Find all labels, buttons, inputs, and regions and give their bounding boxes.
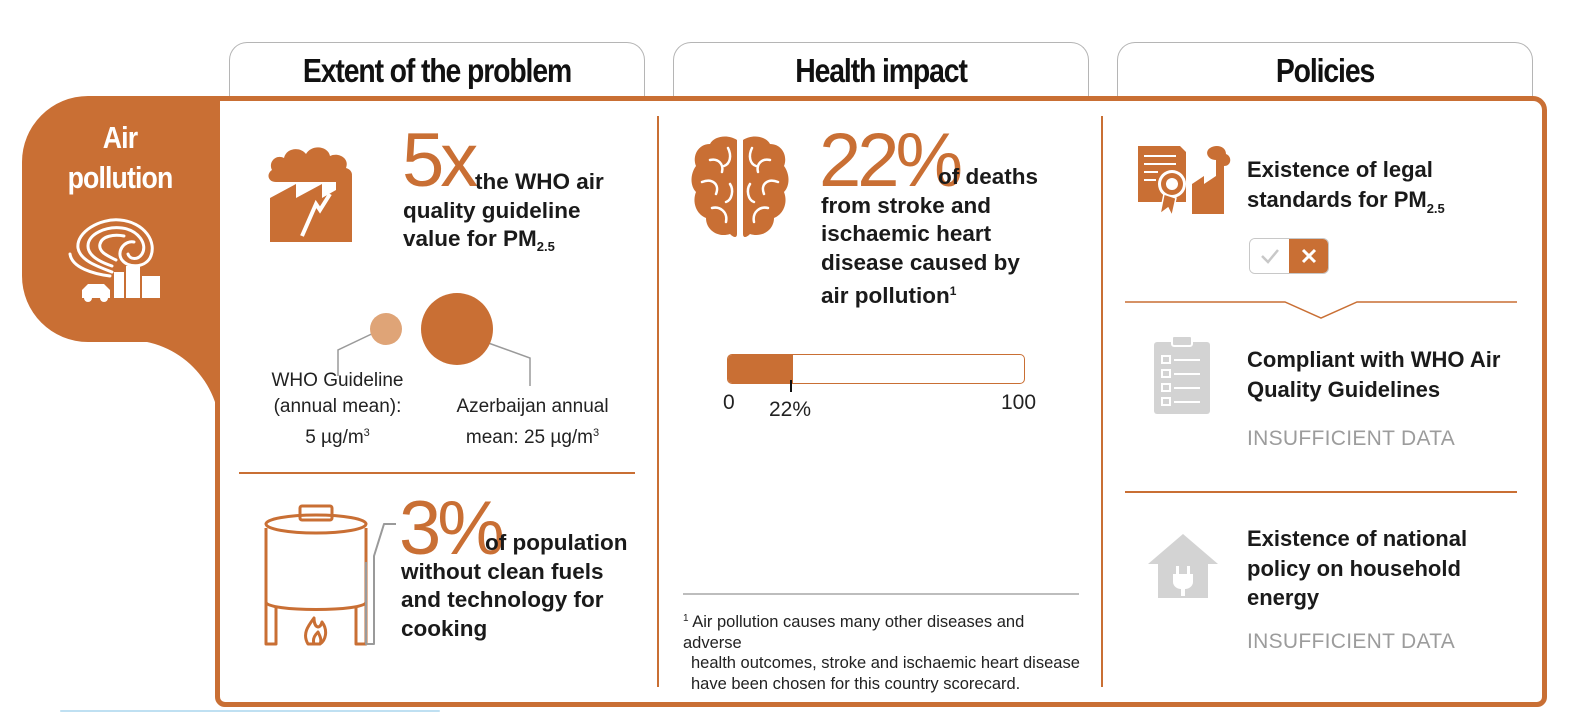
tab-extent: Extent of the problem xyxy=(229,42,645,96)
air-pollution-icon xyxy=(68,218,160,302)
footnote-line3: have been chosen for this country scorec… xyxy=(691,674,1021,693)
footnote-line1: Air pollution causes many other diseases… xyxy=(683,613,1025,652)
cross-icon xyxy=(1301,248,1316,264)
progress-tick xyxy=(790,380,792,392)
tab-health-label: Health impact xyxy=(795,52,968,89)
fuels-line2: without clean fuels xyxy=(401,558,604,584)
country-label-line2-text: mean: 25 µg/m xyxy=(465,427,593,448)
footnote-separator xyxy=(683,593,1079,595)
multiplier-line3-text: value for PM xyxy=(403,226,537,251)
legal-line1: Existence of legal xyxy=(1247,157,1433,182)
factory-icon xyxy=(268,147,352,242)
house-plug-icon xyxy=(1148,534,1218,598)
clipboard-icon xyxy=(1154,335,1210,414)
certificate-factory-icon xyxy=(1138,146,1231,216)
who-label-line3: 5 µg/m3 xyxy=(250,420,425,451)
multiplier-line1: the WHO air xyxy=(475,169,604,194)
policies-separator-2 xyxy=(1125,491,1517,493)
household-line2: policy on household xyxy=(1247,555,1461,581)
bar-value-label: 22% xyxy=(769,398,812,421)
fuels-line4: cooking xyxy=(401,615,488,641)
household-status: INSUFFICIENT DATA xyxy=(1247,630,1456,653)
deaths-progress-bar xyxy=(727,354,1025,384)
legal-subscript: 2.5 xyxy=(1426,200,1445,216)
who-label-line2: (annual mean): xyxy=(273,396,402,417)
tab-health: Health impact xyxy=(673,42,1089,96)
health-big: 22% xyxy=(819,118,963,203)
pm-subscript: 2.5 xyxy=(536,239,555,254)
health-line1: of deaths xyxy=(938,164,1039,189)
country-label-line1: Azerbaijan annual xyxy=(456,396,609,417)
footnote-mark: 1 xyxy=(683,613,689,624)
legal-line2-text: standards for PM xyxy=(1247,186,1427,212)
bar-max-label: 100 xyxy=(1001,391,1037,414)
household-line3: energy xyxy=(1247,585,1320,610)
footnote: 1 Air pollution causes many other diseas… xyxy=(683,609,1083,694)
health-description: of deaths from stroke and ischaemic hear… xyxy=(821,163,1061,311)
multiplier-big: 5x xyxy=(402,118,478,203)
country-mean-label: Azerbaijan annual mean: 25 µg/m3 xyxy=(440,394,625,451)
legal-line2: standards for PM2.5 xyxy=(1247,185,1517,224)
who-label-sup: 3 xyxy=(363,427,370,439)
check-icon xyxy=(1260,249,1279,264)
household-line1: Existence of national xyxy=(1247,526,1468,551)
divider-left xyxy=(657,116,659,687)
footnote-line2: health outcomes, stroke and ischaemic he… xyxy=(691,654,1080,672)
fuels-big: 3% xyxy=(399,486,505,571)
who-label-line3-text: 5 µg/m xyxy=(305,427,364,448)
household-label: Existence of national policy on househol… xyxy=(1247,524,1527,613)
brain-icon xyxy=(691,136,789,237)
legal-standards-label: Existence of legal standards for PM2.5 xyxy=(1247,155,1517,223)
country-label-sup: 3 xyxy=(593,427,600,439)
fuels-description: of population without clean fuels and te… xyxy=(401,529,641,643)
who-circle xyxy=(370,313,402,345)
compliant-line2: Quality Guidelines xyxy=(1247,376,1441,402)
multiplier-description: the WHO air quality guideline value for … xyxy=(403,168,643,262)
multiplier-line3: value for PM2.5 xyxy=(403,225,643,262)
legal-standards-toggle xyxy=(1249,238,1329,274)
policies-separator-1 xyxy=(1125,301,1517,319)
sidebar-fillet xyxy=(128,340,220,432)
main-frame xyxy=(215,96,1547,707)
extent-separator xyxy=(239,472,635,474)
health-line5: air pollution1 xyxy=(821,277,1061,311)
country-leader-line xyxy=(479,339,531,386)
compliant-label: Compliant with WHO Air Quality Guideline… xyxy=(1247,345,1527,404)
bar-min-label: 0 xyxy=(723,391,735,414)
compliant-line1: Compliant with WHO Air xyxy=(1247,347,1501,372)
country-circle xyxy=(421,293,493,365)
who-label-line1: WHO Guideline xyxy=(271,370,404,391)
health-line3: ischaemic heart xyxy=(821,221,992,246)
tab-policies-label: Policies xyxy=(1275,52,1375,89)
who-guideline-label: WHO Guideline (annual mean): 5 µg/m3 xyxy=(250,368,425,451)
health-line2: from stroke and xyxy=(821,192,992,218)
sidebar-title: Air pollution xyxy=(36,118,205,198)
pm-comparison-graphic xyxy=(337,293,531,386)
cooking-pot-icon xyxy=(264,504,396,646)
sidebar-title-line1: Air xyxy=(102,120,138,155)
divider-right xyxy=(1101,116,1103,687)
tab-extent-label: Extent of the problem xyxy=(302,52,572,89)
who-leader-line xyxy=(337,329,381,376)
sidebar-title-line2: pollution xyxy=(67,160,174,195)
health-line5-sup: 1 xyxy=(949,284,957,298)
check-option xyxy=(1250,239,1289,273)
country-label-line2: mean: 25 µg/m3 xyxy=(440,420,625,451)
cross-option xyxy=(1289,239,1328,273)
tab-policies: Policies xyxy=(1117,42,1533,96)
multiplier-line2: quality guideline xyxy=(403,197,581,223)
bottom-accent-line xyxy=(60,710,440,712)
health-line5-text: air pollution xyxy=(821,283,950,308)
health-line4: disease caused by xyxy=(821,249,1020,275)
deaths-progress-fill xyxy=(728,355,794,383)
compliant-status: INSUFFICIENT DATA xyxy=(1247,427,1456,450)
fuels-line1: of population xyxy=(485,530,628,555)
fuels-line3: and technology for xyxy=(401,587,604,612)
